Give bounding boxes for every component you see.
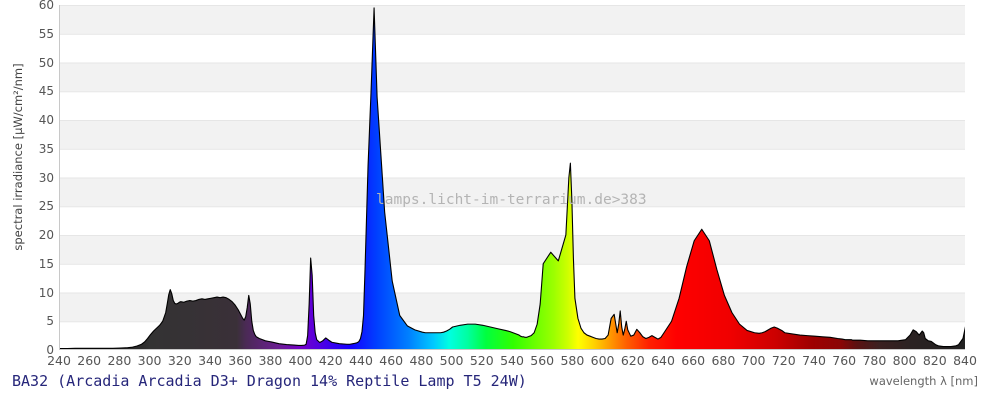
x-tick-label: 240 [47, 353, 71, 368]
spectrum-outline [60, 7, 965, 349]
y-tick-label: 45 [38, 84, 54, 99]
x-tick-label: 500 [439, 353, 464, 368]
x-tick-label: 820 [922, 353, 947, 368]
x-tick-label: 600 [590, 353, 615, 368]
x-tick-label: 480 [409, 353, 434, 368]
x-tick-label: 300 [137, 353, 162, 368]
spectrum-plot [60, 5, 965, 349]
y-tick-label: 20 [38, 228, 54, 242]
y-tick-label: 35 [38, 141, 54, 156]
x-tick-label: 640 [651, 353, 675, 368]
y-tick-label: 50 [38, 55, 54, 70]
y-axis-title: spectral irradiance [µW/cm²/nm] [11, 63, 25, 251]
x-tick-label: 840 [953, 353, 977, 368]
x-tick-label: 460 [379, 353, 404, 368]
x-tick-label: 380 [258, 353, 283, 368]
grid-bands [60, 5, 965, 322]
y-tick-label: 30 [38, 170, 54, 185]
x-tick-label: 680 [711, 353, 736, 368]
x-tick-label: 420 [318, 353, 343, 368]
x-tick-label: 700 [741, 353, 766, 368]
x-tick-label: 620 [620, 353, 645, 368]
x-tick-label: 780 [862, 353, 887, 368]
x-tick-label: 520 [469, 353, 494, 368]
x-tick-label: 560 [530, 353, 555, 368]
chart-caption: BA32 (Arcadia Arcadia D3+ Dragon 14% Rep… [12, 372, 527, 390]
x-tick-label: 540 [500, 353, 524, 368]
y-tick-label: 40 [38, 113, 54, 127]
x-tick-label: 260 [77, 353, 102, 368]
x-tick-label: 320 [167, 353, 192, 368]
x-tick-label: 740 [802, 353, 826, 368]
y-tick-label: 55 [38, 26, 54, 41]
y-tick-label: 10 [38, 285, 54, 300]
x-tick-label: 340 [198, 353, 222, 368]
y-tick-label: 5 [46, 314, 54, 329]
y-tick-label: 60 [38, 0, 54, 12]
x-tick-label: 660 [681, 353, 706, 368]
x-tick-label: 720 [771, 353, 796, 368]
x-axis-title: wavelength λ [nm] [869, 374, 978, 388]
x-tick-label: 400 [288, 353, 313, 368]
y-tick-label: 0 [46, 343, 54, 357]
y-tick-label: 15 [38, 256, 54, 271]
y-axis: 60 55 50 45 40 35 30 25 20 15 10 5 0 [0, 0, 54, 360]
x-tick-label: 360 [228, 353, 253, 368]
x-tick-label: 760 [832, 353, 857, 368]
plot-area [59, 5, 965, 350]
x-tick-label: 280 [107, 353, 132, 368]
grid-lines [60, 5, 965, 323]
x-tick-label: 800 [892, 353, 917, 368]
x-tick-label: 580 [560, 353, 585, 368]
y-tick-label: 25 [38, 199, 54, 214]
x-tick-label: 440 [349, 353, 373, 368]
